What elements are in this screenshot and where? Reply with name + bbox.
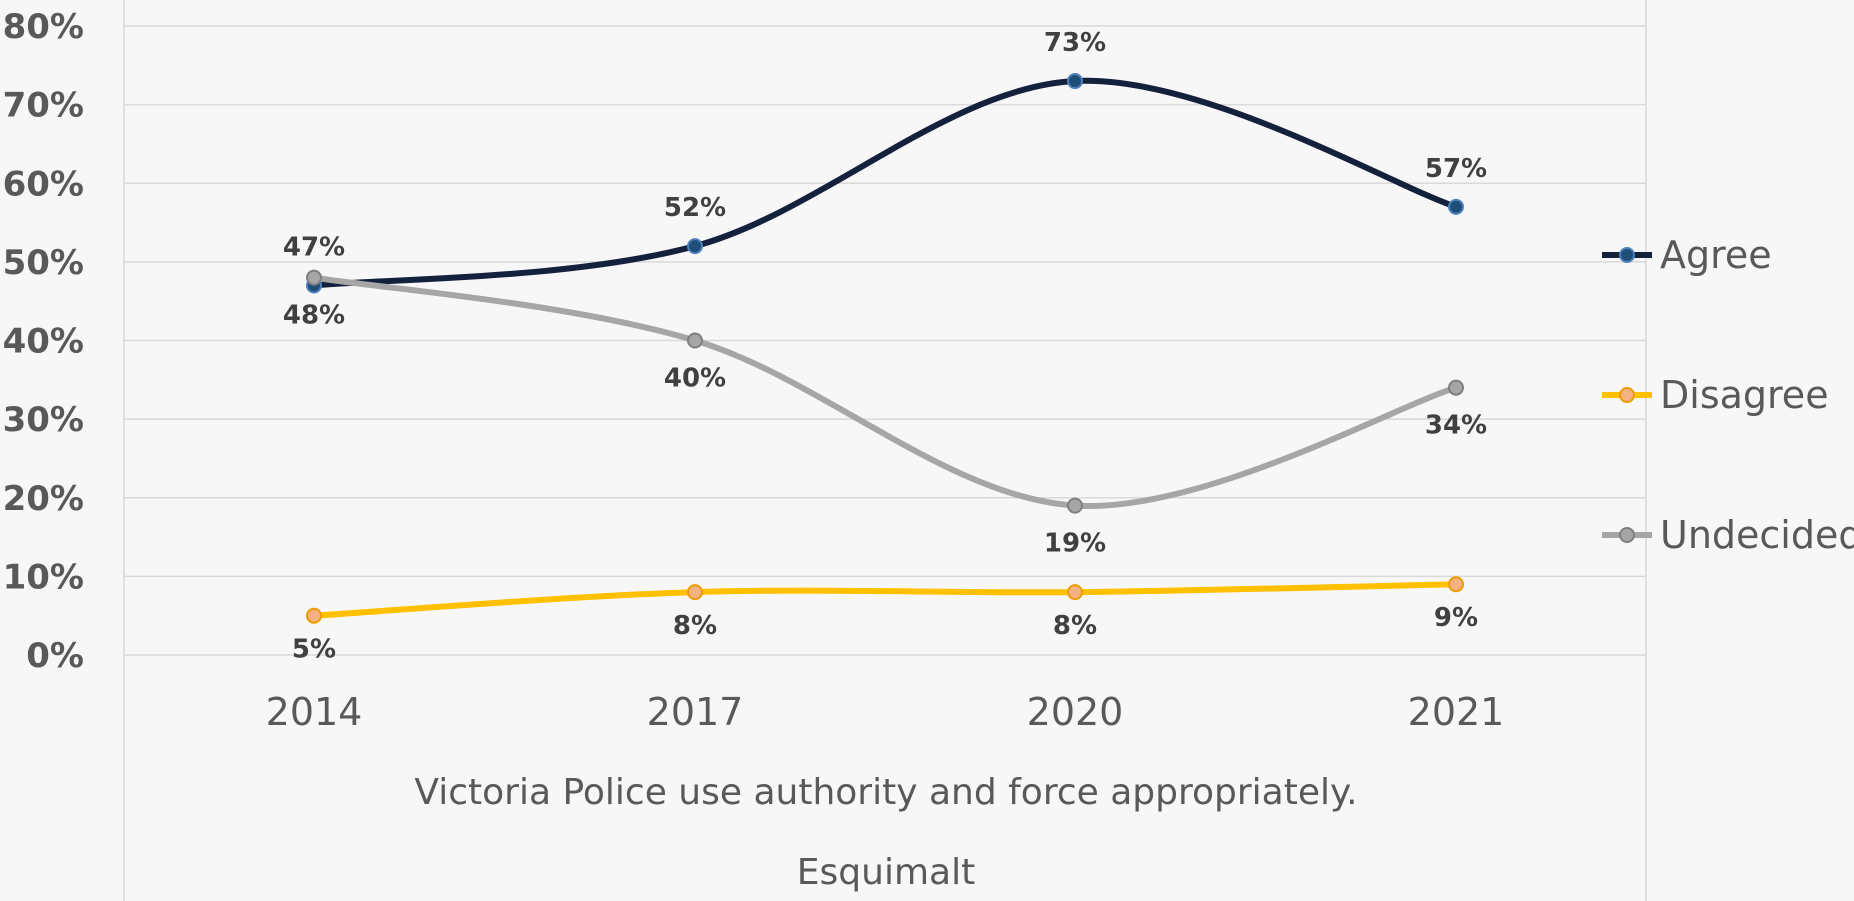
data-label-undecided: 34% [1425,411,1487,441]
legend-swatch-marker [1619,527,1635,543]
series-line-disagree [311,581,1459,619]
point-disagree [306,607,322,624]
legend-swatch-marker [1619,387,1635,403]
point-agree [1448,198,1464,215]
series-line-undecided [311,274,1459,509]
y-axis-tick-labels: 0% 10% 20% 30% 40% 50% 60% 70% 80% [3,7,84,676]
x-axis-tick-labels: 2014 2017 2020 2021 [266,690,1505,734]
y-tick-label: 80% [3,7,84,47]
x-axis-title: Victoria Police use authority and force … [414,772,1357,813]
data-label-agree: 73% [1044,28,1106,58]
data-label-disagree: 8% [673,611,717,641]
y-tick-label: 0% [26,636,84,676]
legend-swatch-marker [1619,247,1635,263]
y-tick-label: 40% [3,322,84,362]
data-label-agree: 52% [664,193,726,223]
y-tick-label: 50% [3,243,84,283]
series-lines [306,73,1464,624]
data-labels: 5% 8% 8% 9% 47% 52% 73% 57% 48% 40% 19% 34% [283,28,1487,665]
point-disagree [1448,576,1464,593]
data-label-disagree: 9% [1434,603,1478,633]
legend-item-agree: Agree [1602,233,1772,277]
x-tick-label: 2020 [1027,690,1124,734]
x-tick-label: 2014 [266,690,363,734]
x-tick-label: 2017 [647,690,744,734]
y-tick-label: 60% [3,164,84,204]
data-label-agree: 47% [283,232,345,262]
point-undecided [306,269,322,286]
legend-item-undecided: Undecided [1602,513,1854,557]
series-line-agree [311,77,1459,289]
point-disagree [1067,584,1083,601]
data-label-undecided: 19% [1044,529,1106,559]
legend-label: Agree [1660,233,1772,277]
point-disagree [687,584,703,601]
legend: Agree Disagree Undecided [1602,233,1854,557]
point-undecided [687,332,703,349]
point-agree [687,238,703,255]
y-tick-label: 30% [3,400,84,440]
data-label-disagree: 5% [292,635,336,665]
chart-subtitle: Esquimalt [797,852,975,893]
legend-label: Undecided [1660,513,1854,557]
point-agree [1067,73,1083,90]
data-label-undecided: 48% [283,301,345,331]
x-tick-label: 2021 [1408,690,1505,734]
legend-label: Disagree [1660,373,1829,417]
point-undecided [1067,497,1083,514]
data-label-disagree: 8% [1053,611,1097,641]
gridlines [123,0,1647,901]
y-tick-label: 70% [3,86,84,126]
data-label-undecided: 40% [664,364,726,394]
y-tick-label: 20% [3,479,84,519]
data-label-agree: 57% [1425,154,1487,184]
point-undecided [1448,379,1464,396]
y-tick-label: 10% [3,557,84,597]
legend-item-disagree: Disagree [1602,373,1829,417]
